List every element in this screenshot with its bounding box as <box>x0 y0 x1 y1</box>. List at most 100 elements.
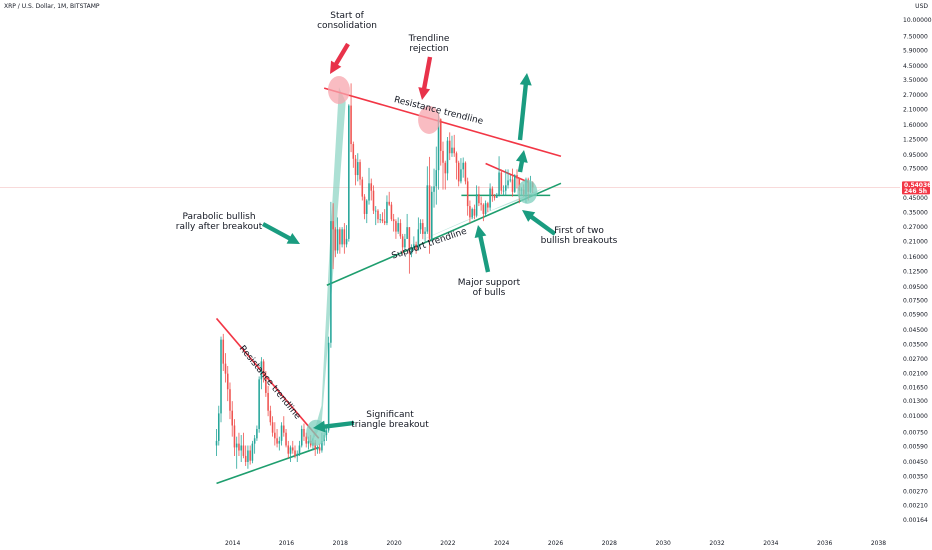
candle <box>357 153 359 182</box>
candle <box>422 219 424 239</box>
candle <box>448 132 451 161</box>
candle <box>336 217 339 254</box>
x-tick-label: 2028 <box>602 540 617 547</box>
candle-body <box>383 221 386 224</box>
y-tick-label: 0.09500 <box>903 284 928 291</box>
y-tick-label: 0.00750 <box>903 430 928 437</box>
candle <box>287 440 290 459</box>
candle <box>267 385 269 417</box>
candle <box>460 158 462 184</box>
candle <box>368 167 370 205</box>
candle <box>397 217 399 234</box>
highlight-band <box>310 87 543 444</box>
candle <box>226 365 229 402</box>
candle <box>386 195 388 226</box>
y-tick-label: 1.25000 <box>903 136 928 143</box>
candle-body <box>357 162 359 176</box>
candle-body <box>442 150 444 163</box>
candle-body <box>260 361 263 380</box>
y-tick-label: 0.04500 <box>903 327 928 334</box>
candle-body <box>457 162 460 182</box>
candle <box>354 155 357 186</box>
candle-body <box>280 425 283 441</box>
annotation-parabolic-rally: Parabolic bullish rally after breakout <box>176 212 263 232</box>
candle-body <box>424 231 426 234</box>
peak-circle <box>327 76 350 105</box>
candle <box>433 168 435 208</box>
candle-body <box>291 447 294 451</box>
candle <box>238 432 240 456</box>
y-tick-label: 10.00000 <box>903 17 932 24</box>
y-tick-label: 0.45000 <box>903 195 928 202</box>
candle-body <box>471 209 473 218</box>
candle <box>361 176 364 201</box>
annotation-arrows <box>261 42 557 433</box>
candle <box>383 209 386 226</box>
candle-body <box>316 447 319 450</box>
candle <box>446 137 449 181</box>
candle <box>305 432 308 448</box>
candle-body <box>262 361 265 377</box>
y-tick-label: 0.05900 <box>903 311 928 318</box>
candle-body <box>487 203 489 208</box>
trendline-lower-support <box>216 446 320 485</box>
candle <box>500 169 503 195</box>
candle <box>478 186 480 207</box>
candle-body <box>413 244 415 248</box>
candle <box>294 445 296 459</box>
arrow-triangle-breakout <box>313 420 355 433</box>
candle-body <box>446 140 449 174</box>
candle-body <box>235 443 238 448</box>
candle <box>498 156 500 197</box>
arrow-trendline-rejection <box>418 56 433 100</box>
trendline-recent-resistance <box>485 162 529 184</box>
candle <box>471 207 473 220</box>
candle <box>359 159 361 186</box>
candle-body <box>274 432 276 439</box>
candle-body <box>493 195 496 198</box>
candle <box>390 201 393 222</box>
arrow-breakout-up-large <box>517 73 532 141</box>
candle <box>453 134 456 157</box>
candle <box>473 204 476 220</box>
candle <box>343 223 346 254</box>
current-price-value: 0.54036 <box>904 182 931 189</box>
candle-body <box>361 179 364 197</box>
candle-body <box>464 162 467 182</box>
candle-body <box>439 119 442 151</box>
candle-body <box>509 179 512 181</box>
candle-body <box>518 178 521 191</box>
candle <box>415 241 417 254</box>
candle <box>392 213 395 232</box>
candle-body <box>473 209 476 216</box>
candle-body <box>399 223 402 237</box>
candle <box>466 177 469 216</box>
trendline-upper-resistance <box>323 87 562 158</box>
candle-body <box>386 201 388 224</box>
candle-body <box>437 119 440 171</box>
candle-body <box>455 153 458 163</box>
candle-body <box>428 185 431 239</box>
candle-body <box>408 227 411 254</box>
candles <box>215 83 534 469</box>
candle-body <box>233 425 236 448</box>
candle-body <box>303 428 305 437</box>
candle <box>244 445 247 466</box>
candle <box>339 227 341 254</box>
candle-body <box>258 379 260 429</box>
candle-body <box>365 200 368 214</box>
candle-body <box>224 363 227 374</box>
candle <box>404 233 406 251</box>
y-tick-label: 0.16000 <box>903 254 928 261</box>
candle-body <box>404 238 406 248</box>
candle <box>399 219 402 239</box>
x-tick-label: 2016 <box>279 540 294 547</box>
candle <box>363 194 366 220</box>
x-tick-label: 2030 <box>656 540 671 547</box>
candle-body <box>352 144 355 159</box>
candle <box>435 146 438 205</box>
candle <box>511 168 514 197</box>
candle-body <box>433 186 435 192</box>
candle-body <box>374 210 377 212</box>
